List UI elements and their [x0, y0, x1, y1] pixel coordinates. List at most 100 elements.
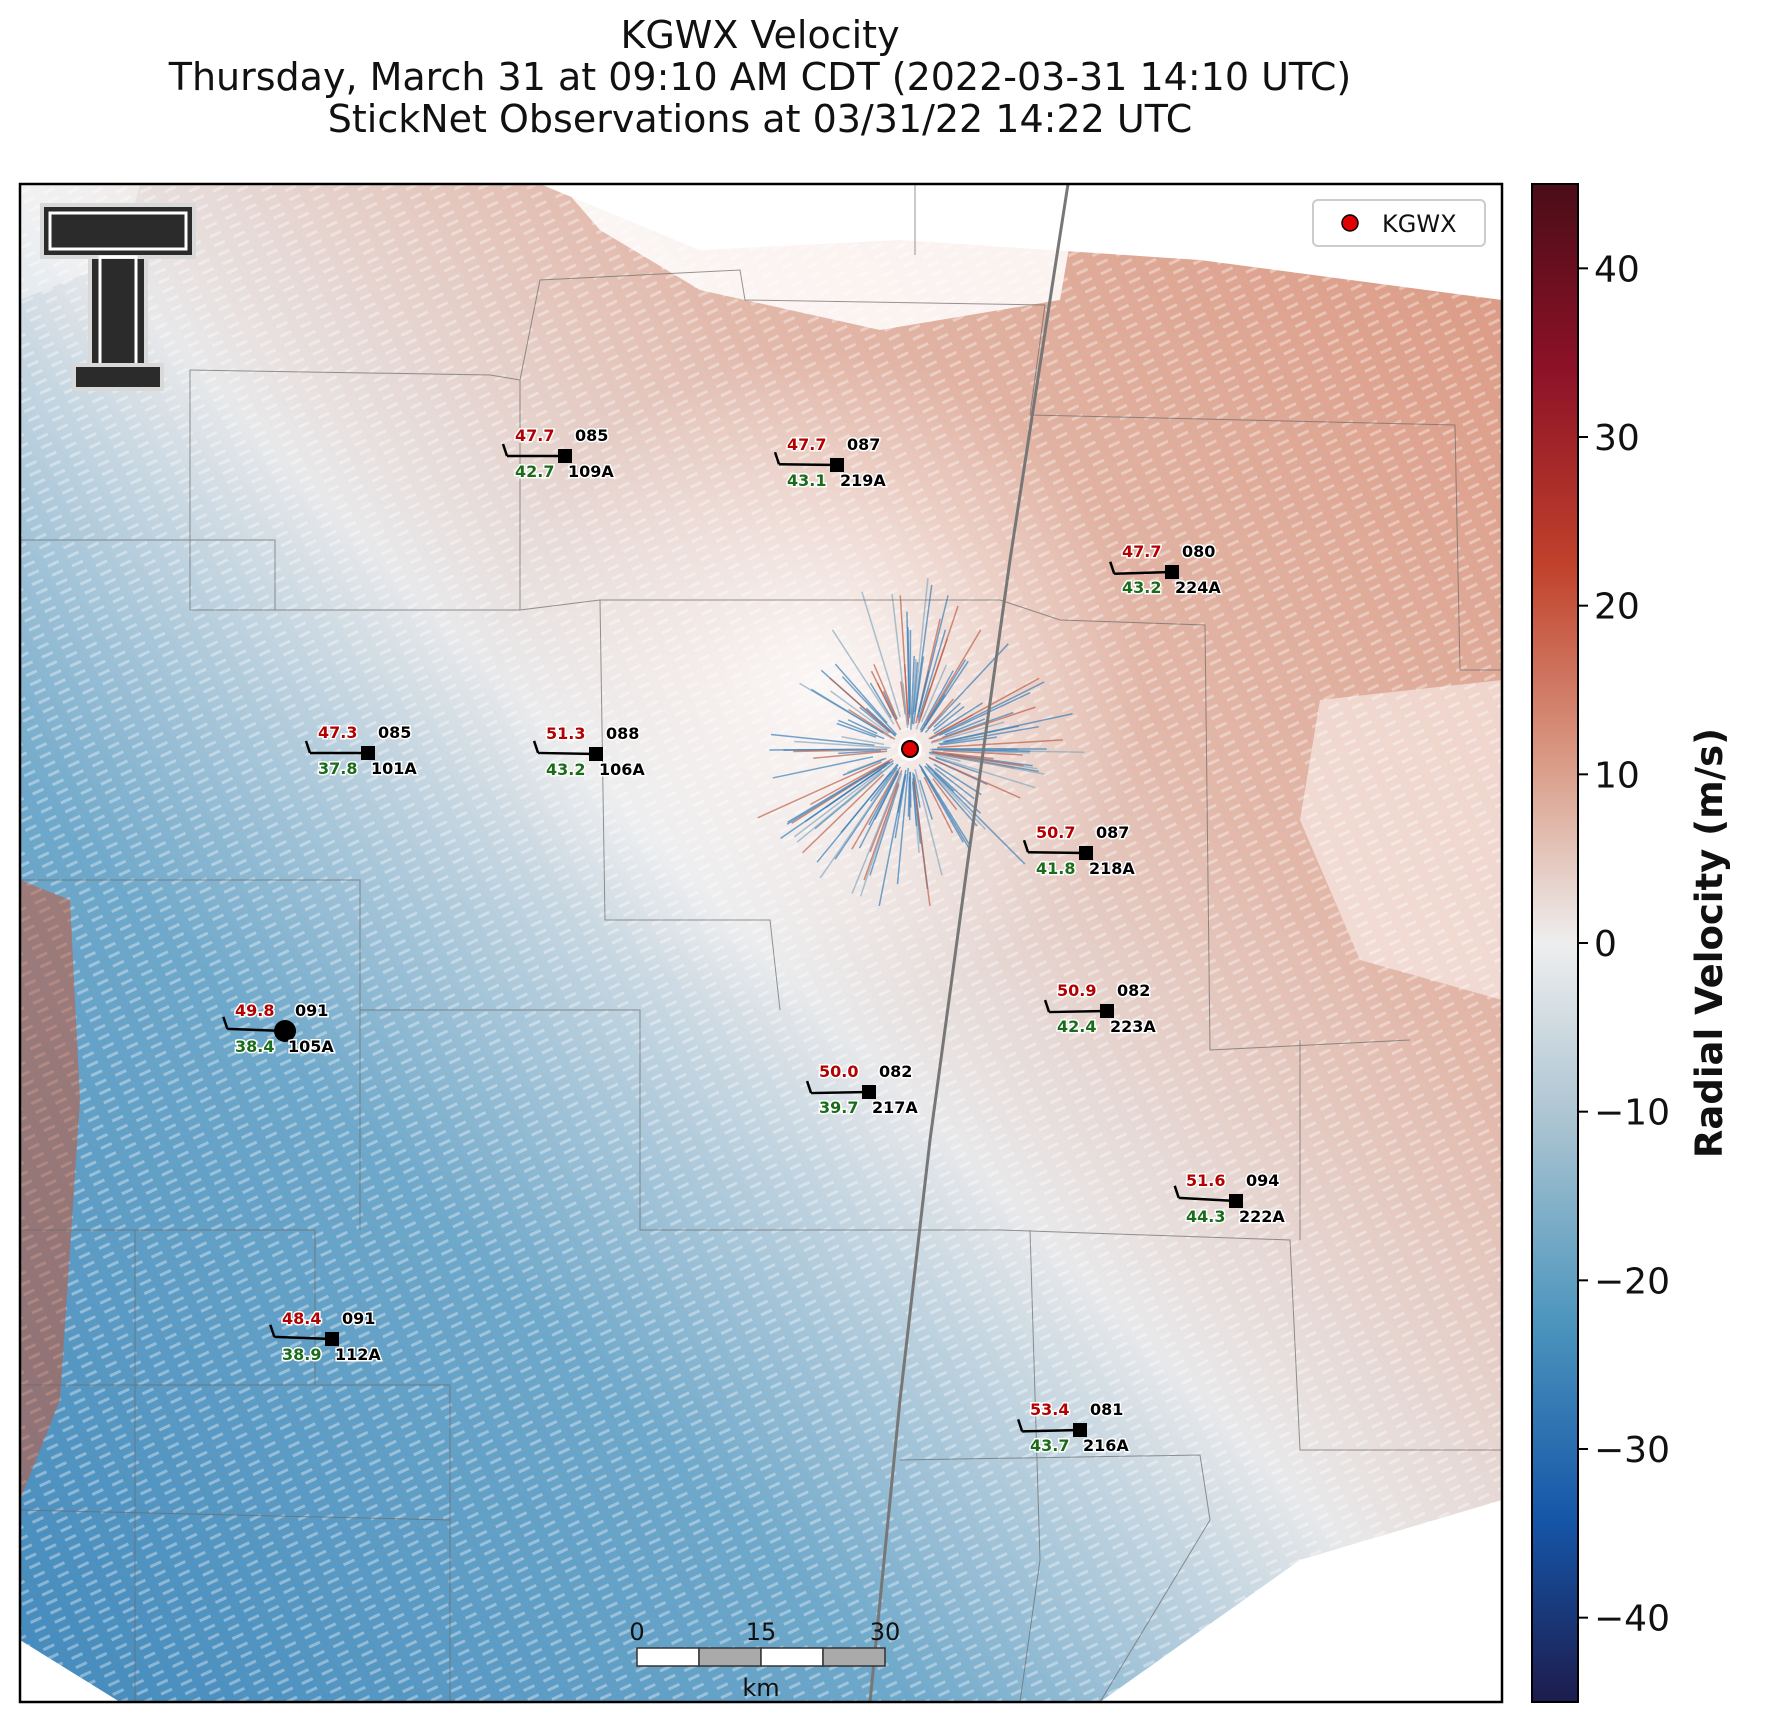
- station-marker: [1073, 1423, 1087, 1437]
- radial-speckle-line: [848, 708, 896, 740]
- colorbar-label: Radial Velocity (m/s): [1688, 728, 1731, 1158]
- radial-speckle-line: [913, 779, 931, 906]
- radial-speckle-line: [841, 736, 885, 746]
- radial-speckle-line: [943, 712, 1073, 743]
- radial-speckle-line: [794, 740, 891, 749]
- radial-speckle-line: [819, 779, 890, 879]
- radial-speckle-line: [851, 770, 899, 850]
- radial-speckle-line: [928, 756, 1021, 799]
- wind-barb-staff: [538, 751, 597, 756]
- radial-speckle-line: [828, 748, 884, 752]
- wind-barb-flag: [304, 740, 312, 754]
- station-calm-marker: [274, 1020, 296, 1042]
- station-dewpoint: 41.8: [1036, 859, 1075, 878]
- station-106a[interactable]: 51.3 088 43.2 106A: [532, 723, 647, 781]
- radial-speckle-line: [793, 769, 883, 838]
- radial-speckle-line: [894, 773, 907, 839]
- station-temperature: 50.9: [1057, 981, 1096, 1000]
- scale-label-0: 0: [629, 1618, 644, 1646]
- station-dewpoint: 42.4: [1057, 1017, 1096, 1036]
- radial-speckle-line: [913, 774, 921, 808]
- station-wind-direction: 085: [378, 723, 411, 742]
- radial-speckle-line: [906, 611, 910, 714]
- radial-speckle-line: [914, 768, 943, 876]
- station-temperature: 47.7: [515, 426, 554, 445]
- station-marker: [1229, 1194, 1243, 1208]
- station-216a[interactable]: 53.4 081 43.7 216A: [1016, 1399, 1131, 1457]
- stations-layer: 47.7 085 42.7 109A 47.7 087 43.1 219A 47.7 080 43.…: [222, 425, 1287, 1457]
- radial-speckle-line: [911, 662, 919, 725]
- scale-label-15: 15: [746, 1618, 777, 1646]
- wind-barb-flag: [1109, 561, 1116, 575]
- station-id: 105A: [288, 1037, 334, 1056]
- station-marker: [558, 449, 572, 463]
- station-temperature: 48.4: [282, 1309, 321, 1328]
- radar-velocity-field: [20, 184, 1502, 1702]
- radial-speckle-line: [921, 769, 964, 843]
- station-223a[interactable]: 50.9 082 42.4 223A: [1043, 980, 1158, 1038]
- station-222a[interactable]: 51.6 094 44.3 222A: [1173, 1170, 1287, 1228]
- wind-barb-flag: [501, 443, 509, 457]
- station-224a[interactable]: 47.7 080 43.2 224A: [1109, 541, 1223, 599]
- radar-radial-speckle: [757, 578, 1085, 906]
- station-217a[interactable]: 50.0 082 39.7 217A: [805, 1061, 920, 1119]
- station-219a[interactable]: 47.7 087 43.1 219A: [773, 434, 888, 492]
- station-id: 223A: [1110, 1017, 1156, 1036]
- station-id: 219A: [840, 471, 886, 490]
- colorbar-ramp: [1531, 183, 1579, 1703]
- radial-speckle-line: [842, 763, 893, 806]
- station-dewpoint: 43.2: [546, 760, 585, 779]
- colorbar-tick-label: 30: [1594, 418, 1640, 459]
- radial-speckle-line: [869, 682, 892, 719]
- radial-speckle-line: [813, 750, 888, 760]
- radial-speckle-line: [932, 748, 1031, 752]
- radial-speckle-line: [919, 779, 933, 820]
- radar-site-marker[interactable]: [898, 737, 922, 761]
- station-dewpoint: 43.1: [787, 471, 826, 490]
- station-218a[interactable]: 50.7 087 41.8 218A: [1022, 822, 1137, 880]
- station-112a[interactable]: 48.4 091 38.9 112A: [269, 1308, 383, 1366]
- station-id: 222A: [1239, 1207, 1285, 1226]
- station-marker: [1079, 846, 1093, 860]
- radial-speckle-line: [870, 764, 899, 802]
- radial-speckle-line: [938, 753, 1045, 775]
- wind-barb-flag: [269, 1324, 276, 1338]
- station-dewpoint: 43.7: [1030, 1436, 1069, 1455]
- station-wind-direction: 091: [295, 1001, 328, 1020]
- title-block: KGWX Velocity Thursday, March 31 at 09:1…: [0, 14, 1520, 140]
- wind-barb-flag: [532, 740, 540, 754]
- station-marker: [589, 747, 603, 761]
- radial-speckle-line: [919, 670, 954, 731]
- station-marker: [361, 746, 375, 760]
- map-frame: [18, 182, 1504, 1704]
- radial-speckle-line: [920, 664, 948, 723]
- station-101a[interactable]: 47.3 085 37.8 101A: [304, 722, 419, 780]
- radial-speckle-line: [816, 763, 899, 863]
- radial-speckle-line: [917, 629, 947, 721]
- radial-speckle-line: [930, 721, 1005, 744]
- radial-speckle-line: [933, 702, 983, 735]
- station-id: 101A: [371, 759, 417, 778]
- radial-speckle-line: [896, 768, 909, 885]
- radial-speckle-line: [938, 725, 1040, 745]
- station-temperature: 47.7: [1122, 542, 1161, 561]
- wind-barb-staff: [274, 1335, 333, 1341]
- wind-barb-staff: [811, 1090, 870, 1095]
- station-temperature: 49.8: [235, 1001, 274, 1020]
- radial-speckle-line: [920, 694, 946, 733]
- wind-barb-staff: [1114, 570, 1173, 576]
- wind-barb-flag: [222, 1016, 229, 1030]
- radial-speckle-line: [935, 757, 981, 774]
- state-boundary: [868, 184, 1070, 1702]
- title-line-3: StickNet Observations at 03/31/22 14:22 …: [327, 97, 1193, 141]
- radial-speckle-line: [831, 629, 895, 725]
- radial-speckle-line: [757, 761, 882, 819]
- legend: KGWX: [1312, 199, 1486, 247]
- radial-speckle-line: [903, 664, 910, 722]
- station-109a[interactable]: 47.7 085 42.7 109A: [501, 425, 616, 483]
- radial-speckle-line: [919, 605, 959, 718]
- texas-tech-double-t-logo: [40, 203, 196, 391]
- radial-speckle-line: [787, 761, 889, 823]
- station-temperature: 51.3: [546, 724, 585, 743]
- station-105a[interactable]: 49.8 091 38.4 105A: [222, 1000, 336, 1058]
